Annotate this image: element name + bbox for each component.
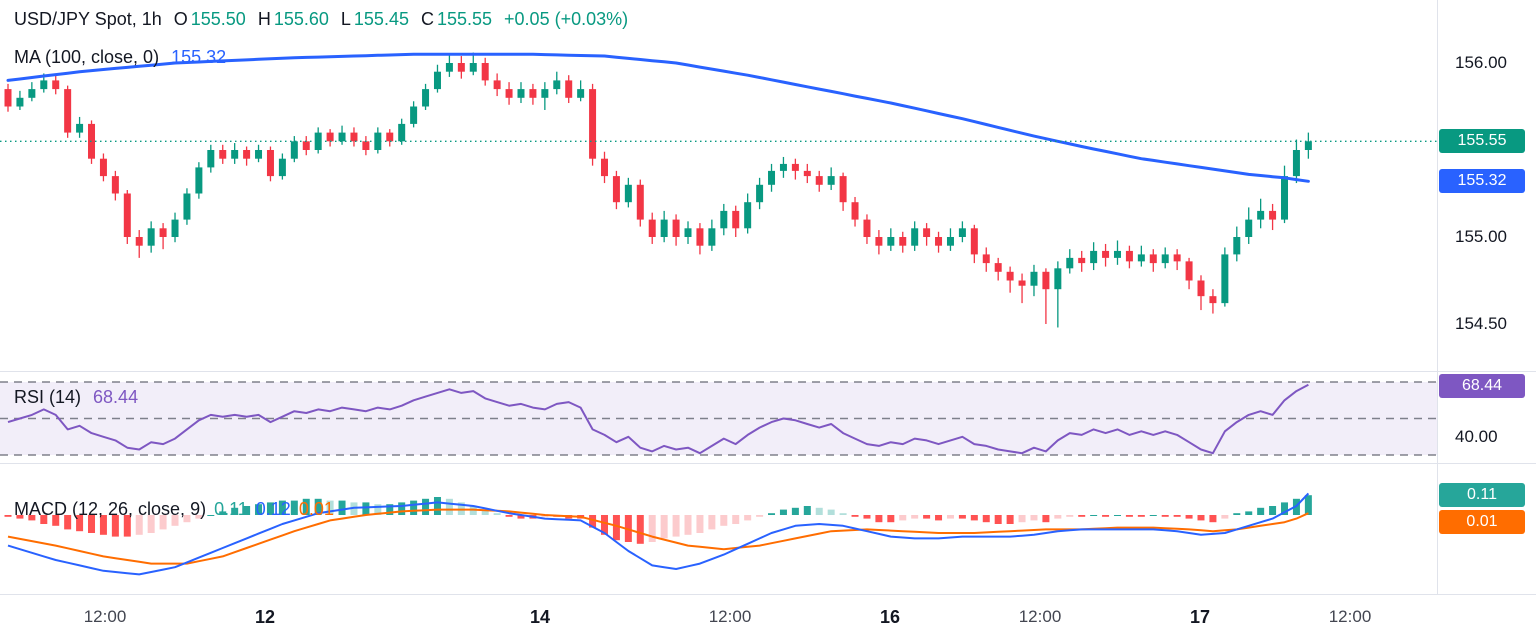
- panel-separators: [0, 0, 1536, 595]
- time-axis-label: 12:00: [1018, 607, 1062, 626]
- macd-histogram: [4, 495, 1312, 544]
- symbol-title: USD/JPY Spot, 1h: [14, 9, 162, 29]
- ma-indicator-value: 155.32: [171, 47, 227, 67]
- price-scale[interactable]: 155.55 155.32 68.44 0.11 0.01 156.00 155.…: [1437, 0, 1536, 594]
- macd-value-badge: 0.11: [1439, 483, 1525, 508]
- last-price-badge: 155.55: [1439, 129, 1525, 154]
- rsi-axis-label: 40.00: [1455, 426, 1498, 446]
- rsi-indicator-value: 68.44: [93, 387, 139, 407]
- ma-line: [6, 52, 1310, 183]
- ma-legend[interactable]: MA (100, close, 0) 155.32: [14, 47, 226, 68]
- time-axis-day-label: 16: [879, 607, 901, 627]
- ma-value-badge: 155.32: [1439, 169, 1525, 194]
- price-axis-label: 156.00: [1455, 53, 1507, 72]
- macd-indicator-label: MACD (12, 26, close, 9): [14, 499, 207, 519]
- macd-line-value: 0.12: [255, 499, 291, 519]
- time-scale[interactable]: 12:00 12 14 12:00 16 12:00 17 12:00: [0, 594, 1536, 641]
- time-axis-day-label: 17: [1189, 607, 1211, 627]
- signal-value-badge: 0.01: [1439, 510, 1525, 535]
- ma-indicator-label: MA (100, close, 0): [14, 47, 160, 67]
- close-value: C 155.55: [420, 9, 493, 29]
- symbol-legend[interactable]: USD/JPY Spot, 1h O 155.50 H 155.60 L 155.45…: [14, 9, 628, 30]
- macd-legend[interactable]: MACD (12, 26, close, 9) 0.11 0.12 0.01: [14, 499, 334, 520]
- price-axis-label: 155.00: [1455, 227, 1507, 246]
- rsi-indicator-label: RSI (14): [14, 387, 82, 407]
- high-value: H 155.60: [257, 9, 329, 29]
- time-axis-label: 12:00: [83, 607, 127, 626]
- change-value: +0.05 (+0.03%): [504, 9, 629, 29]
- time-axis-label: 12:00: [1328, 607, 1372, 626]
- low-value: L 155.45: [340, 9, 409, 29]
- macd-signal-value: 0.01: [298, 499, 334, 519]
- price-axis-label: 154.50: [1455, 314, 1507, 333]
- rsi-band: [0, 381, 1437, 456]
- time-axis-label: 12:00: [708, 607, 752, 626]
- rsi-value-badge: 68.44: [1439, 374, 1525, 398]
- macd-line: [7, 492, 1310, 576]
- time-axis-day-label: 12: [254, 607, 276, 627]
- macd-hist-value: 0.11: [214, 499, 248, 519]
- rsi-line: [7, 383, 1309, 455]
- time-axis-day-label: 14: [529, 607, 551, 627]
- candles-layer: [4, 52, 1312, 328]
- rsi-legend[interactable]: RSI (14) 68.44: [14, 387, 138, 408]
- open-value: O 155.50: [173, 9, 246, 29]
